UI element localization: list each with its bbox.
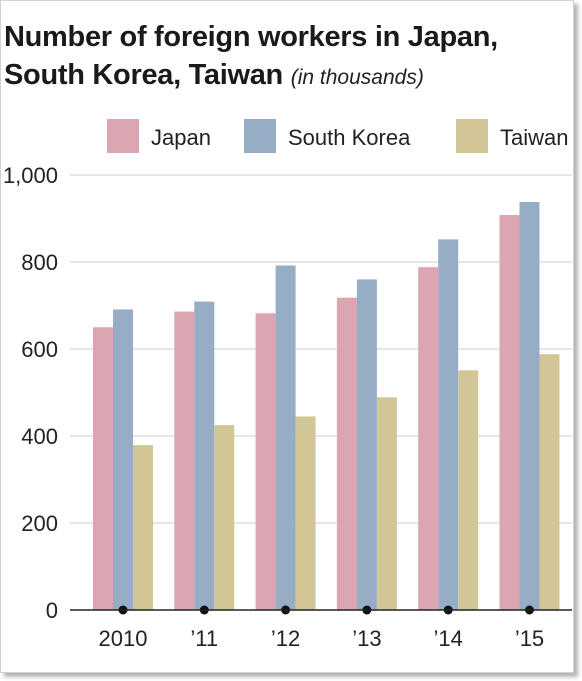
x-tick-label: ’14 — [434, 626, 463, 651]
y-tick-label: 1,000 — [3, 163, 58, 188]
x-tick-label: ’13 — [352, 626, 381, 651]
y-tick-label: 0 — [46, 598, 58, 623]
bar-south-korea — [194, 301, 215, 610]
bar-taiwan — [214, 425, 235, 610]
legend-swatch-south-korea — [244, 119, 276, 153]
y-tick-label: 400 — [21, 424, 58, 449]
bar-south-korea — [113, 309, 133, 610]
chart-title-line-1: Number of foreign workers in Japan, — [4, 21, 498, 53]
bar-south-korea — [438, 239, 459, 610]
bar-japan — [174, 311, 195, 610]
bar-taiwan — [133, 445, 153, 610]
bar-japan — [499, 215, 520, 610]
y-tick-label: 800 — [21, 250, 58, 275]
bar-japan — [93, 327, 113, 610]
bar-japan — [255, 313, 276, 610]
y-tick-label: 200 — [21, 511, 58, 536]
bar-south-korea — [519, 201, 540, 610]
legend-swatch-taiwan — [456, 119, 488, 153]
legend-swatch-japan — [107, 119, 139, 153]
bar-taiwan — [539, 354, 560, 610]
bar-taiwan — [458, 370, 479, 610]
bar-taiwan — [295, 416, 316, 610]
y-tick-label: 600 — [21, 337, 58, 362]
legend-label-taiwan: Taiwan — [500, 125, 568, 150]
chart-subtitle: (in thousands) — [290, 66, 424, 89]
legend-label-japan: Japan — [151, 125, 211, 150]
x-tick-label: ’12 — [271, 626, 300, 651]
x-tick-label: ’11 — [190, 626, 218, 651]
x-tick-label: ’15 — [515, 626, 544, 651]
bar-japan — [418, 267, 439, 610]
x-tick-label: 2010 — [99, 626, 148, 651]
bar-south-korea — [275, 265, 296, 610]
chart-title: Number of foreign workers in Japan, Sout… — [4, 18, 498, 97]
bar-south-korea — [356, 279, 377, 610]
bar-japan — [336, 297, 357, 610]
legend-label-south-korea: South Korea — [288, 125, 411, 150]
chart-title-line-2: South Korea, Taiwan — [4, 59, 283, 91]
bar-taiwan — [376, 397, 397, 610]
